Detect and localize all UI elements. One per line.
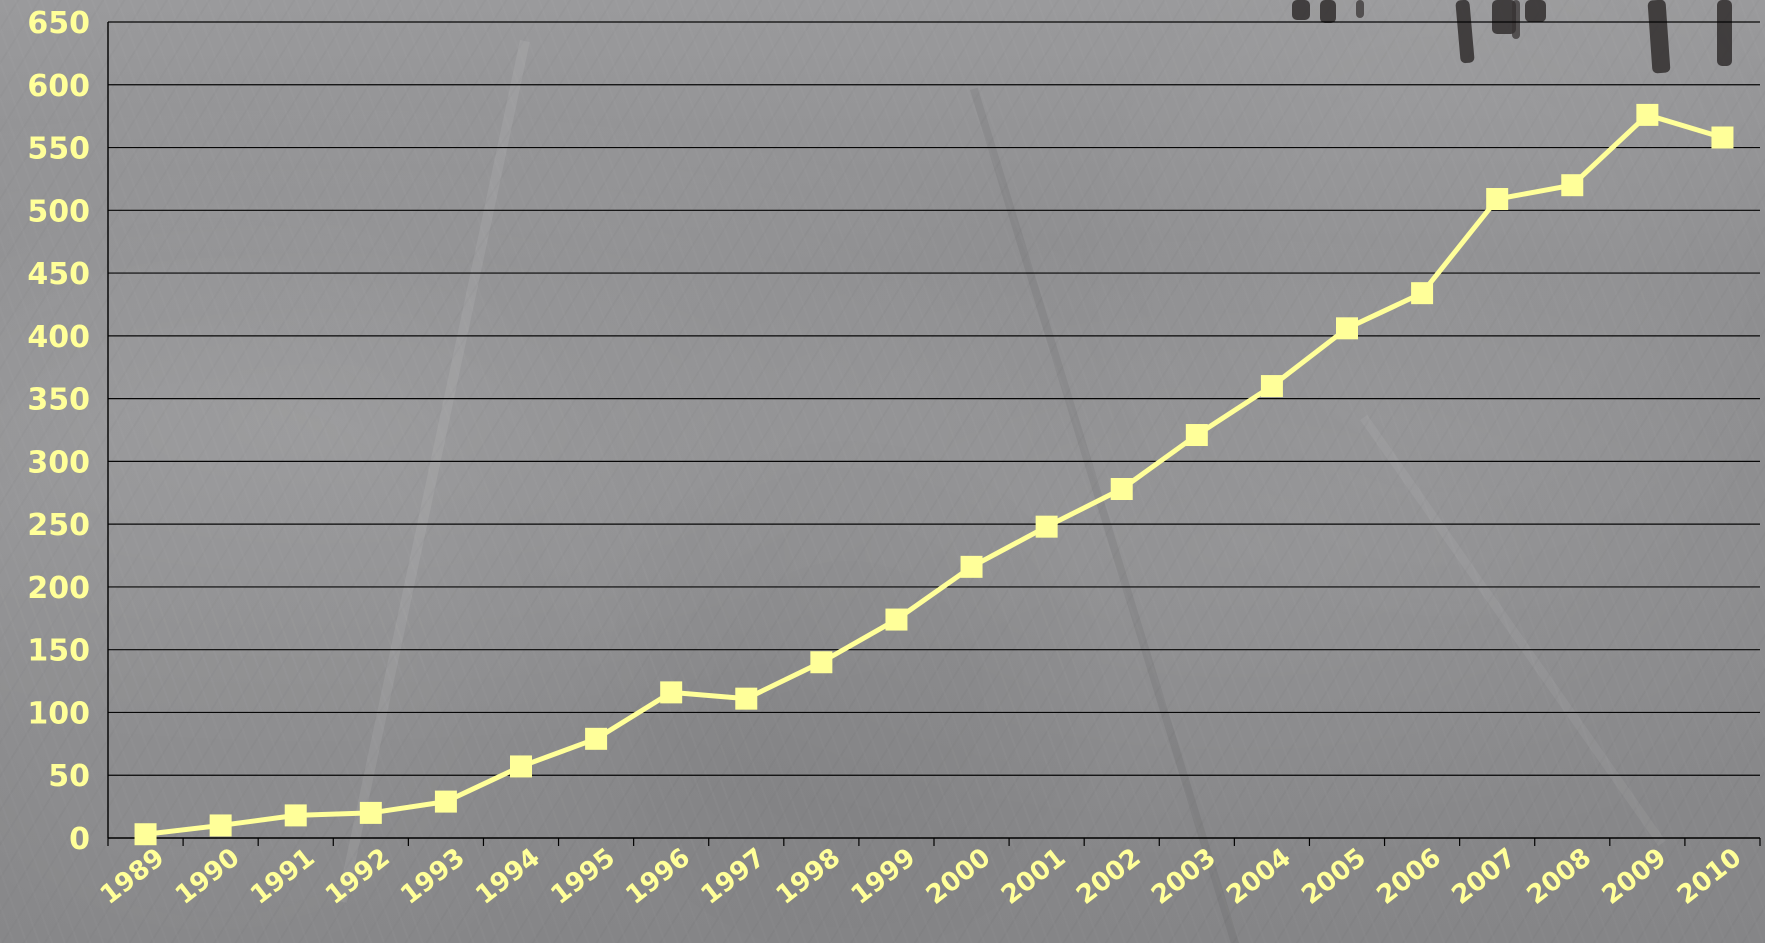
x-axis-tick-label: 2006 [1371, 843, 1447, 911]
series-line [143, 112, 1725, 837]
x-axis-tick-label: 2003 [1146, 843, 1222, 911]
x-axis-tick-label: 1990 [170, 843, 246, 911]
grid-lines [108, 21, 1760, 776]
y-axis-tick-label: 650 [27, 6, 90, 41]
data-point-marker [510, 755, 532, 778]
data-point-marker [885, 608, 908, 631]
data-point-marker [810, 651, 833, 674]
x-axis-tick-label: 1996 [621, 843, 697, 911]
x-axis-tick-label: 2002 [1071, 843, 1147, 911]
y-axis-tick-label: 150 [27, 634, 90, 669]
y-axis-tick-label: 500 [27, 194, 90, 229]
data-point-marker [1561, 174, 1584, 197]
data-point-marker [134, 823, 157, 846]
x-axis-tick-labels: 1989 1990 1991 1992 1993 1994 1995 1996 1997 1998… [95, 843, 1747, 911]
data-point-marker [1411, 282, 1434, 305]
x-axis-tick-label: 1994 [470, 843, 546, 911]
data-point-marker [1110, 478, 1133, 501]
y-axis-tick-label: 400 [27, 320, 90, 355]
y-axis-tick-label: 600 [27, 69, 90, 104]
x-axis-tick-label: 1999 [846, 843, 922, 911]
axes [107, 22, 1761, 846]
x-axis-tick-label: 2007 [1447, 843, 1523, 911]
data-point-marker [1260, 375, 1283, 398]
x-axis-tick-label: 2010 [1672, 843, 1748, 911]
x-axis-tick-label: 2008 [1522, 843, 1598, 911]
y-axis-tick-label: 300 [27, 445, 90, 480]
data-point-marker [735, 687, 758, 710]
y-axis-tick-label: 350 [27, 383, 90, 418]
data-point-marker [284, 804, 307, 827]
data-series [143, 112, 1725, 837]
data-point-marker [1636, 103, 1659, 126]
x-axis-tick-label: 1995 [545, 843, 621, 911]
y-axis-tick-label: 200 [27, 571, 90, 606]
data-point-marker [1336, 317, 1358, 340]
x-axis-tick-label: 1997 [696, 843, 772, 911]
y-axis-tick-label: 50 [48, 759, 90, 794]
y-axis-tick-label: 250 [27, 508, 90, 543]
data-point-marker [1185, 424, 1208, 447]
y-axis-tick-label: 0 [69, 822, 90, 857]
data-point-marker [1486, 188, 1509, 211]
data-point-marker [434, 790, 457, 813]
y-axis-tick-label: 100 [27, 696, 90, 731]
data-point-marker [585, 727, 608, 750]
data-point-marker [1035, 515, 1058, 538]
x-axis-tick-label: 2005 [1296, 843, 1372, 911]
x-axis-tick-label: 1992 [320, 843, 396, 911]
data-markers [134, 103, 1734, 846]
x-axis-tick-label: 1989 [95, 843, 171, 911]
data-point-marker [359, 801, 382, 824]
data-point-marker [660, 681, 683, 704]
data-point-marker [1711, 126, 1734, 149]
y-axis-tick-label: 550 [27, 132, 90, 167]
data-point-marker [209, 814, 232, 837]
x-axis-tick-label: 1998 [771, 843, 847, 911]
x-axis-tick-label: 1991 [245, 843, 321, 911]
x-axis-tick-label: 2001 [996, 843, 1072, 911]
y-axis-tick-labels: 0 50 100 150 200 250 300 350 400 450 500 550 600 650 [27, 6, 90, 857]
x-axis-tick-label: 2009 [1597, 843, 1673, 911]
x-axis-tick-label: 1993 [395, 843, 471, 911]
x-axis-tick-label: 2000 [921, 843, 997, 911]
x-axis-tick-label: 2004 [1221, 843, 1297, 911]
data-point-marker [960, 555, 983, 578]
y-axis-tick-label: 450 [27, 257, 90, 292]
